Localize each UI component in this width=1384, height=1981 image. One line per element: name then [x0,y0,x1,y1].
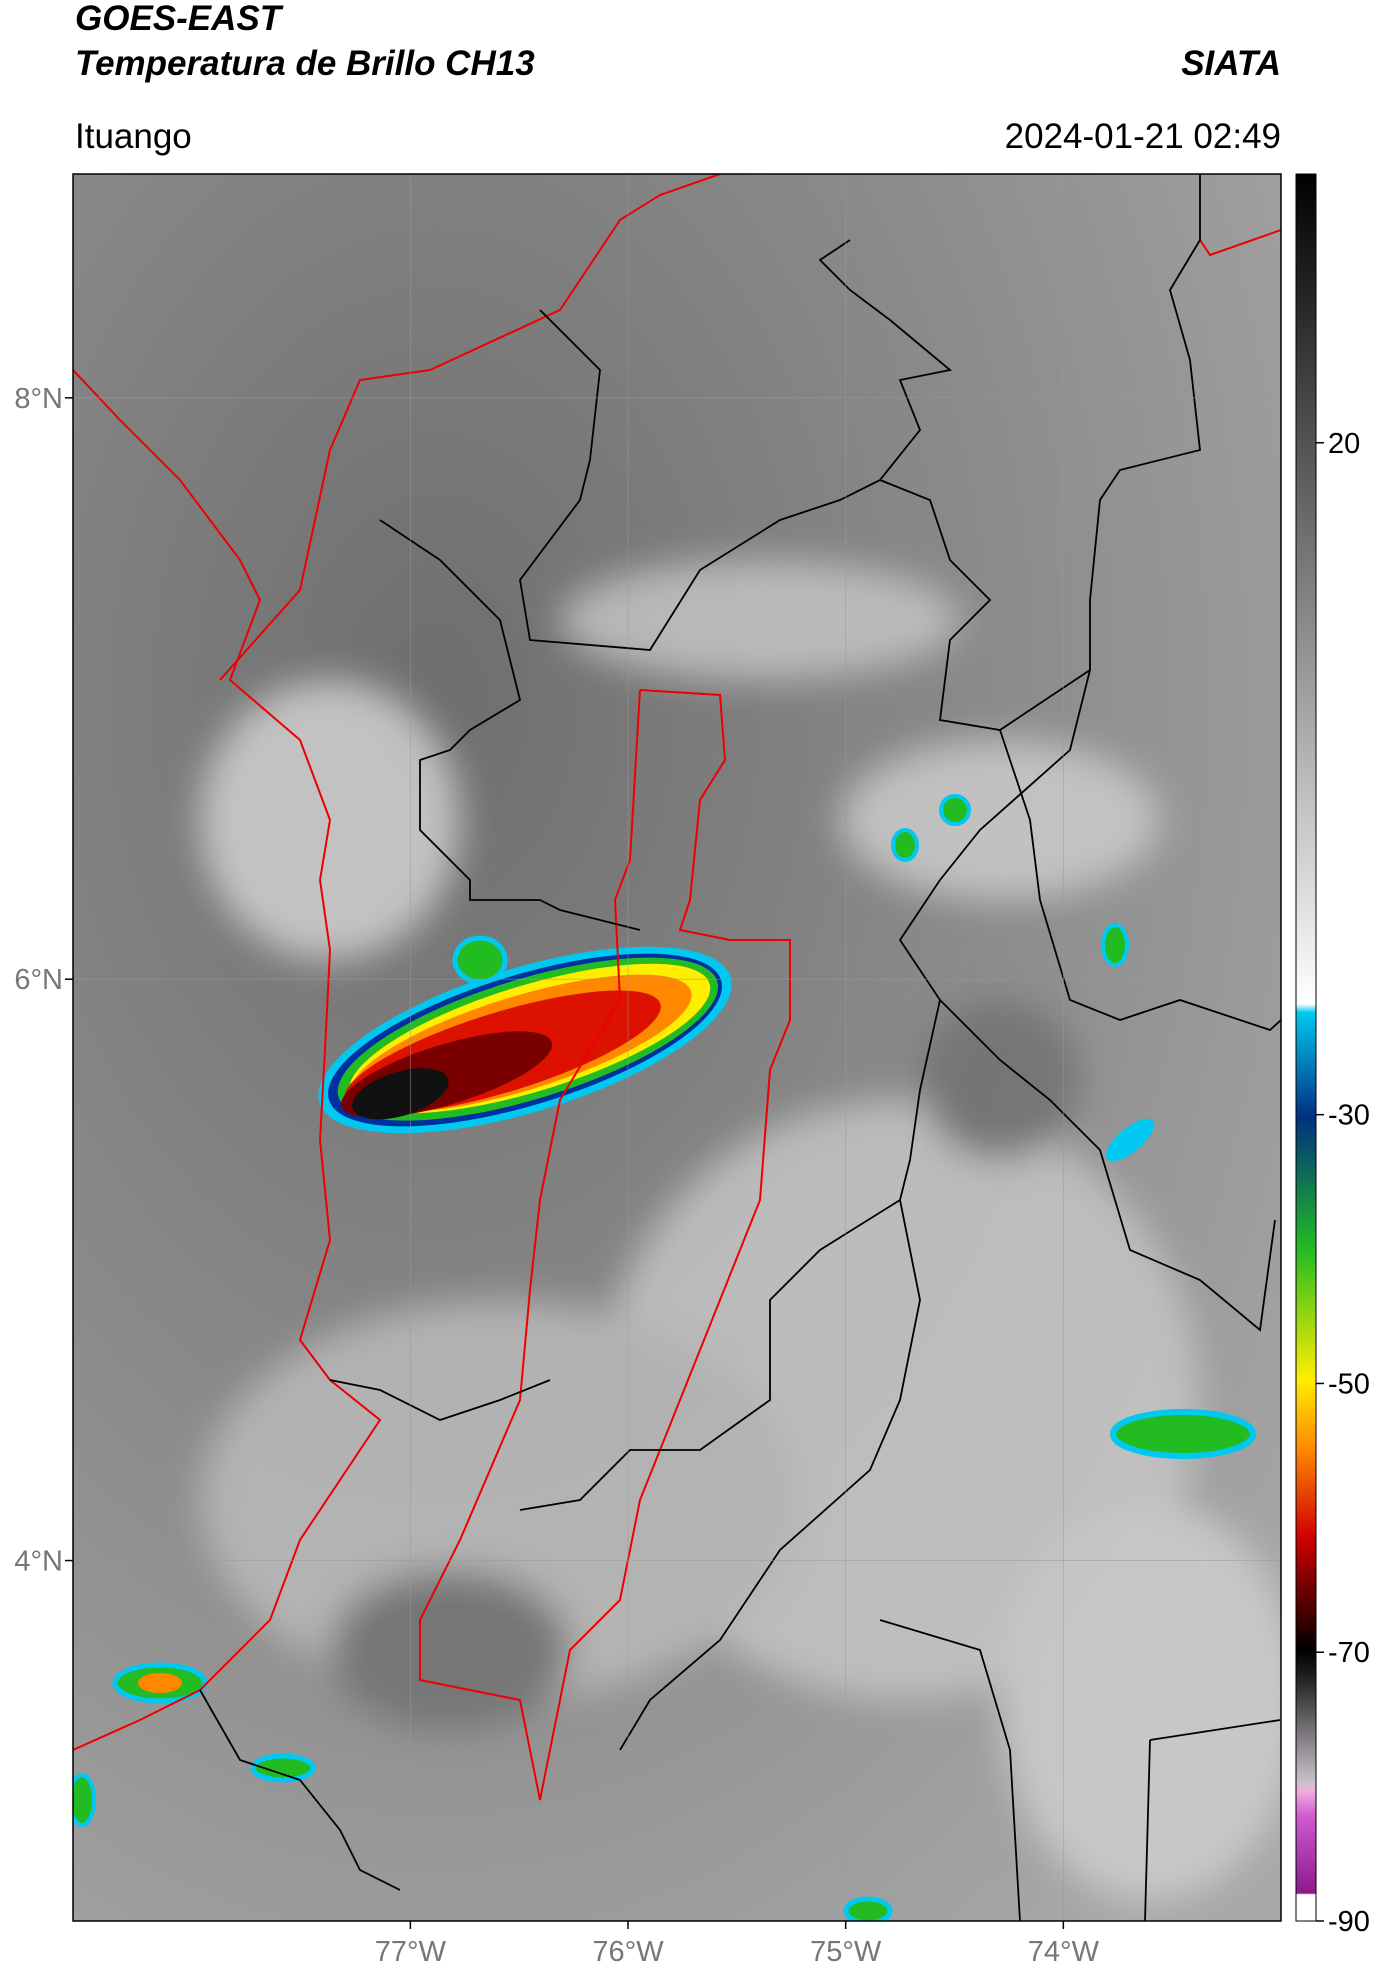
colorbar-tick-label: -30 [1328,1100,1370,1132]
imagery [73,174,1281,1921]
lon-tick-label: 76°W [592,1936,664,1968]
lon-tick-label: 75°W [810,1936,882,1968]
grid [73,174,1281,1921]
colorbar-tick-label: -50 [1328,1368,1370,1400]
source: SIATA [1181,44,1281,83]
title-line: Temperatura de Brillo CH13 [75,44,535,83]
borders [199,174,1281,1921]
map [72,173,1282,1922]
coastline [73,174,1281,1801]
lon-tick-label: 77°W [375,1936,447,1968]
lat-tick-label: 8°N [14,383,63,415]
title-line: GOES-EAST [75,0,284,38]
colorbar [1295,173,1317,1922]
map-frame [72,173,1282,1922]
location: Ituango [75,117,192,156]
colorbar-tick-label: 20 [1328,428,1360,460]
lon-tick-label: 74°W [1028,1936,1100,1968]
lat-tick-label: 6°N [14,964,63,996]
colorbar-tick-label: -70 [1328,1637,1370,1669]
lat-tick-label: 4°N [14,1546,63,1578]
colorbar-tick-label: -90 [1328,1906,1370,1938]
timestamp: 2024-01-21 02:49 [1005,117,1281,156]
